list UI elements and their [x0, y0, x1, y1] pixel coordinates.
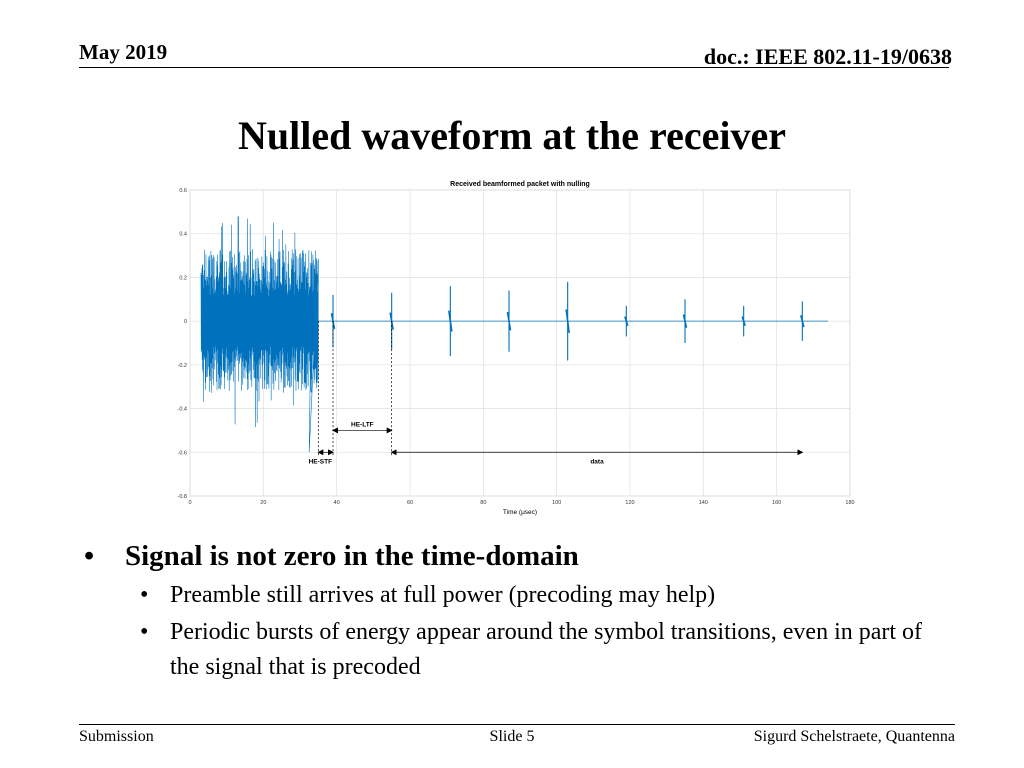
spike [448, 286, 453, 357]
slide-title: Nulled waveform at the receiver [238, 113, 786, 158]
x-tick-label: 60 [407, 500, 413, 506]
y-tick-label: -0.2 [178, 363, 187, 369]
spike-core [800, 315, 805, 328]
bullet-sub-1-text: Preamble still arrives at full power (pr… [170, 582, 716, 608]
spike-core [682, 314, 688, 328]
x-tick-label: 40 [334, 500, 340, 506]
waveform-chart: HE-STF HE-LTF data 0 20 40 60 80 100 120 140 160 18… [178, 181, 855, 516]
header-doc-id: doc.: IEEE 802.11-19/0638 [703, 44, 952, 69]
x-tick-label: 0 [188, 500, 191, 506]
y-tick-label: 0.2 [179, 275, 187, 281]
y-tick-label: -0.4 [178, 407, 187, 413]
annotation-label: HE-STF [309, 458, 333, 465]
y-tick-label: -0.8 [178, 494, 187, 500]
spike-core [448, 310, 453, 332]
x-tick-label: 80 [480, 500, 486, 506]
spike-core [624, 316, 629, 326]
footer-submission: Submission [79, 728, 154, 745]
footer-slide-number: Slide 5 [489, 728, 535, 745]
chart-title: Received beamformed packet with nulling [450, 181, 590, 188]
bullet-main-text: Signal is not zero in the time-domain [125, 540, 579, 572]
spike [565, 281, 570, 361]
y-tick-label: -0.6 [178, 450, 187, 456]
spike-core [506, 311, 512, 331]
x-tick-label: 180 [845, 500, 854, 506]
spike [624, 305, 629, 337]
bullet-dot: • [84, 540, 95, 572]
annotation-label: data [590, 458, 604, 465]
annotation-he-ltf: HE-LTF [332, 421, 393, 434]
x-tick-label: 100 [552, 500, 561, 506]
footer-author: Sigurd Schelstraete, Quantenna [753, 728, 955, 745]
footer-divider [79, 724, 955, 725]
annotation-data: data [390, 449, 804, 465]
bullet-dot: • [140, 582, 149, 608]
bullet-sub-2-text: Periodic bursts of energy appear around … [170, 619, 923, 680]
bullet-main: • Signal is not zero in the time-domain [84, 536, 944, 576]
x-tick-label: 140 [699, 500, 708, 506]
annotation-he-stf: HE-STF [309, 449, 334, 465]
spike [682, 299, 688, 343]
header-divider [79, 67, 949, 68]
spike [741, 305, 746, 337]
x-tick-label: 160 [772, 500, 781, 506]
header-date: May 2019 [79, 40, 168, 64]
y-tick-label: 0 [184, 319, 187, 325]
annotation-label: HE-LTF [351, 421, 374, 428]
y-tick-label: 0.4 [179, 232, 187, 238]
x-tick-label: 20 [260, 500, 266, 506]
bullet-sub-1: • Preamble still arrives at full power (… [84, 578, 944, 613]
spike-core [565, 309, 570, 334]
annotations: HE-STF HE-LTF data [309, 321, 804, 465]
spike-core [741, 316, 746, 326]
x-axis-label: Time (μsec) [503, 509, 537, 516]
y-tick-label: 0.6 [179, 188, 187, 194]
tick-labels: 0 20 40 60 80 100 120 140 160 180 0.6 0.4 0.2 0 -0.2 -0… [178, 188, 855, 506]
bullet-list: • Signal is not zero in the time-domain … [84, 536, 944, 685]
bullet-sub-2: • Periodic bursts of energy appear aroun… [84, 615, 944, 685]
spike [506, 290, 512, 352]
bullet-dot: • [140, 619, 149, 645]
spike [800, 301, 805, 341]
x-tick-label: 120 [625, 500, 634, 506]
